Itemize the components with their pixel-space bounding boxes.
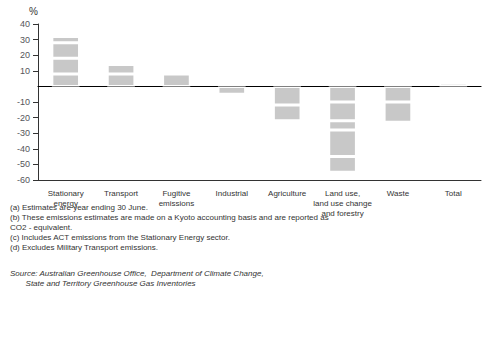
svg-text:(c) Includes ACT emissions fro: (c) Includes ACT emissions from the Stat…: [10, 233, 230, 242]
svg-text:energy: energy: [53, 199, 77, 208]
svg-text:Agriculture: Agriculture: [268, 189, 307, 198]
svg-text:emissions: emissions: [159, 199, 195, 208]
svg-text:and forestry: and forestry: [321, 209, 363, 218]
svg-text:-60: -60: [17, 175, 30, 185]
svg-text:Source: Australian Greenhouse: Source: Australian Greenhouse Office, De…: [10, 269, 264, 278]
svg-text:-20: -20: [17, 113, 30, 123]
svg-text:-10: -10: [17, 97, 30, 107]
svg-text:Waste: Waste: [387, 189, 410, 198]
svg-text:20: 20: [20, 50, 30, 60]
svg-text:%: %: [29, 6, 38, 17]
svg-text:-30: -30: [17, 128, 30, 138]
svg-text:Industrial: Industrial: [216, 189, 249, 198]
svg-text:Stationary: Stationary: [48, 189, 84, 198]
svg-text:State and Territory Greenhouse: State and Territory Greenhouse Gas Inven…: [10, 279, 196, 288]
svg-text:-50: -50: [17, 159, 30, 169]
svg-text:Total: Total: [445, 189, 462, 198]
svg-text:-40: -40: [17, 144, 30, 154]
svg-text:Transport: Transport: [104, 189, 139, 198]
svg-text:land use change: land use change: [313, 199, 372, 208]
svg-text:40: 40: [20, 19, 30, 29]
svg-text:(b) These emissions estimates: (b) These emissions estimates are made o…: [10, 213, 329, 222]
svg-text:30: 30: [20, 35, 30, 45]
svg-text:(d) Excludes Military Transpor: (d) Excludes Military Transport emission…: [10, 243, 158, 252]
svg-text:Fugitive: Fugitive: [162, 189, 191, 198]
svg-text:CO2 - equivalent.: CO2 - equivalent.: [10, 223, 72, 232]
svg-text:10: 10: [20, 66, 30, 76]
svg-text:(a) Estimates are year ending: (a) Estimates are year ending 30 June.: [10, 203, 148, 212]
svg-text:Land use,: Land use,: [325, 189, 360, 198]
